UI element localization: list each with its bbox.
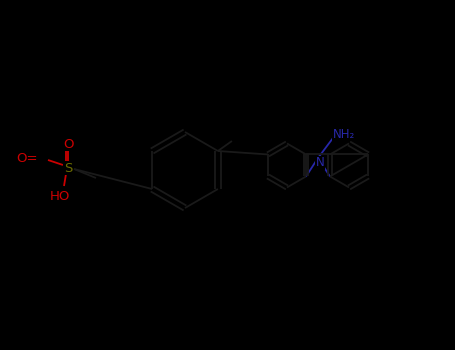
Text: O=: O=: [16, 152, 38, 164]
Text: HO: HO: [50, 189, 70, 203]
Text: N: N: [316, 156, 324, 169]
Text: S: S: [64, 161, 72, 175]
Text: NH₂: NH₂: [333, 127, 355, 140]
Text: O: O: [63, 138, 73, 150]
